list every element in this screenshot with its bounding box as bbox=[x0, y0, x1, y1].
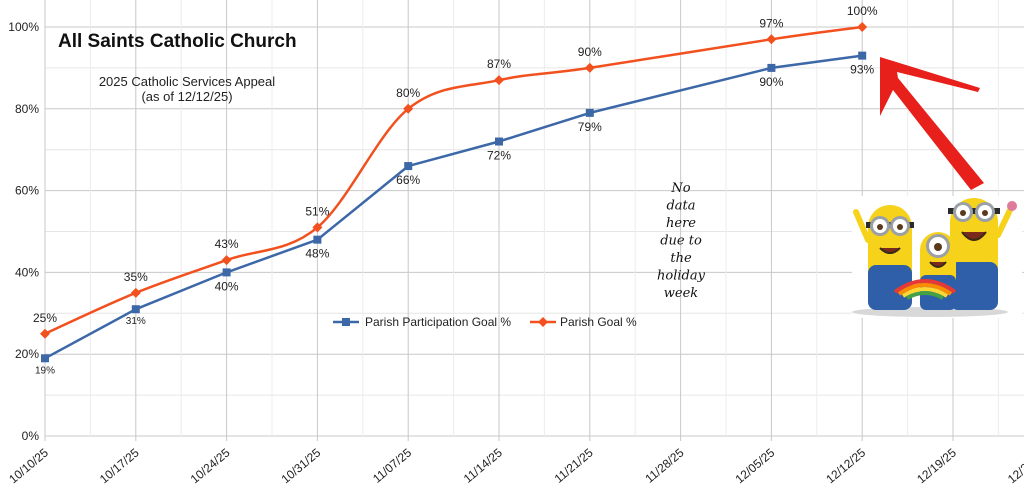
data-label: 66% bbox=[396, 173, 420, 187]
annotation-line: data bbox=[666, 199, 695, 214]
data-label: 31% bbox=[126, 316, 146, 327]
chart-grid bbox=[44, 0, 1024, 441]
y-tick-label: 40% bbox=[15, 265, 39, 279]
minions-illustration bbox=[852, 196, 1022, 318]
data-point-parish-goal bbox=[130, 287, 141, 298]
data-point-parish-goal bbox=[40, 328, 50, 339]
data-label: 40% bbox=[215, 279, 239, 293]
y-tick-label: 60% bbox=[15, 184, 39, 198]
x-tick-label: 11/28/25 bbox=[642, 445, 686, 485]
x-tick-label: 10/31/25 bbox=[279, 445, 324, 485]
x-tick-label: 11/14/25 bbox=[461, 445, 505, 485]
y-tick-label: 100% bbox=[8, 20, 39, 34]
data-label: 19% bbox=[35, 365, 55, 376]
data-point-parish-goal bbox=[312, 222, 323, 233]
chart-subtitle-line-2: (as of 12/12/25) bbox=[141, 89, 232, 104]
legend: Parish Participation Goal % Parish Goal … bbox=[333, 315, 637, 329]
y-axis-ticks: 0% 20% 40% 60% 80% 100% bbox=[8, 20, 39, 443]
data-point-participation bbox=[41, 354, 49, 363]
data-point-parish-goal bbox=[403, 103, 414, 114]
x-tick-label: 11/21/25 bbox=[552, 445, 596, 485]
red-arrow-icon bbox=[880, 57, 984, 190]
annotation-line: the bbox=[670, 251, 692, 266]
x-tick-label: 12/05/25 bbox=[733, 445, 778, 485]
legend-marker-participation bbox=[342, 318, 350, 326]
data-point-parish-goal bbox=[494, 75, 504, 86]
data-point-participation bbox=[858, 51, 867, 60]
data-point-participation bbox=[404, 162, 413, 171]
data-label: 80% bbox=[396, 86, 420, 100]
data-point-parish-goal bbox=[221, 255, 232, 266]
data-labels: 19% 31% 40% 48% 66% 72% 79% 90% 93% 25% 35% 43% 51% 8… bbox=[33, 4, 878, 376]
legend-marker-parish-goal bbox=[538, 317, 548, 327]
data-label: 48% bbox=[305, 247, 329, 261]
x-tick-label: 12/12/25 bbox=[823, 445, 868, 485]
data-point-parish-goal bbox=[584, 62, 595, 73]
annotation-line: holiday bbox=[657, 269, 706, 284]
data-label: 97% bbox=[759, 16, 783, 30]
annotation-line: No bbox=[670, 181, 690, 196]
x-tick-label: 10/17/25 bbox=[97, 445, 142, 485]
data-label: 35% bbox=[124, 270, 148, 284]
x-tick-label: 10/24/25 bbox=[188, 445, 233, 485]
data-label: 100% bbox=[847, 4, 878, 18]
data-point-participation bbox=[585, 108, 594, 117]
y-tick-label: 0% bbox=[22, 429, 40, 443]
x-tick-label: 12/19/25 bbox=[914, 445, 959, 485]
x-axis-ticks: 10/10/25 10/17/25 10/24/25 10/31/25 11/07/25… bbox=[6, 445, 1024, 485]
data-point-participation bbox=[222, 268, 231, 277]
data-point-participation bbox=[767, 63, 776, 72]
y-tick-label: 80% bbox=[15, 102, 39, 116]
chart-series bbox=[40, 22, 868, 363]
annotation-line: due to bbox=[660, 234, 702, 249]
data-point-participation bbox=[313, 235, 322, 244]
chart-subtitle-line-1: 2025 Catholic Services Appeal bbox=[99, 74, 275, 89]
x-tick-label: 12/26/25 bbox=[1005, 445, 1024, 485]
data-point-participation bbox=[495, 137, 503, 146]
data-point-parish-goal bbox=[766, 34, 777, 45]
data-label: 79% bbox=[578, 120, 602, 134]
data-label: 51% bbox=[305, 204, 329, 218]
data-label: 25% bbox=[33, 311, 57, 325]
holiday-annotation: No data here due to the holiday week bbox=[657, 181, 706, 301]
data-label: 90% bbox=[578, 45, 602, 59]
legend-label-participation: Parish Participation Goal % bbox=[365, 315, 511, 329]
legend-label-parish-goal: Parish Goal % bbox=[560, 315, 637, 329]
y-tick-label: 20% bbox=[15, 347, 39, 361]
data-point-participation bbox=[131, 305, 140, 314]
data-label: 90% bbox=[759, 75, 783, 89]
data-point-parish-goal bbox=[857, 22, 868, 32]
data-label: 43% bbox=[215, 237, 239, 251]
data-label: 87% bbox=[487, 57, 511, 71]
chart-title: All Saints Catholic Church bbox=[58, 31, 297, 52]
x-tick-label: 10/10/25 bbox=[6, 445, 51, 485]
data-label: 72% bbox=[487, 149, 511, 163]
data-label: 93% bbox=[850, 63, 874, 77]
annotation-line: here bbox=[666, 216, 696, 231]
annotation-line: week bbox=[664, 286, 699, 301]
x-tick-label: 11/07/25 bbox=[370, 445, 414, 485]
